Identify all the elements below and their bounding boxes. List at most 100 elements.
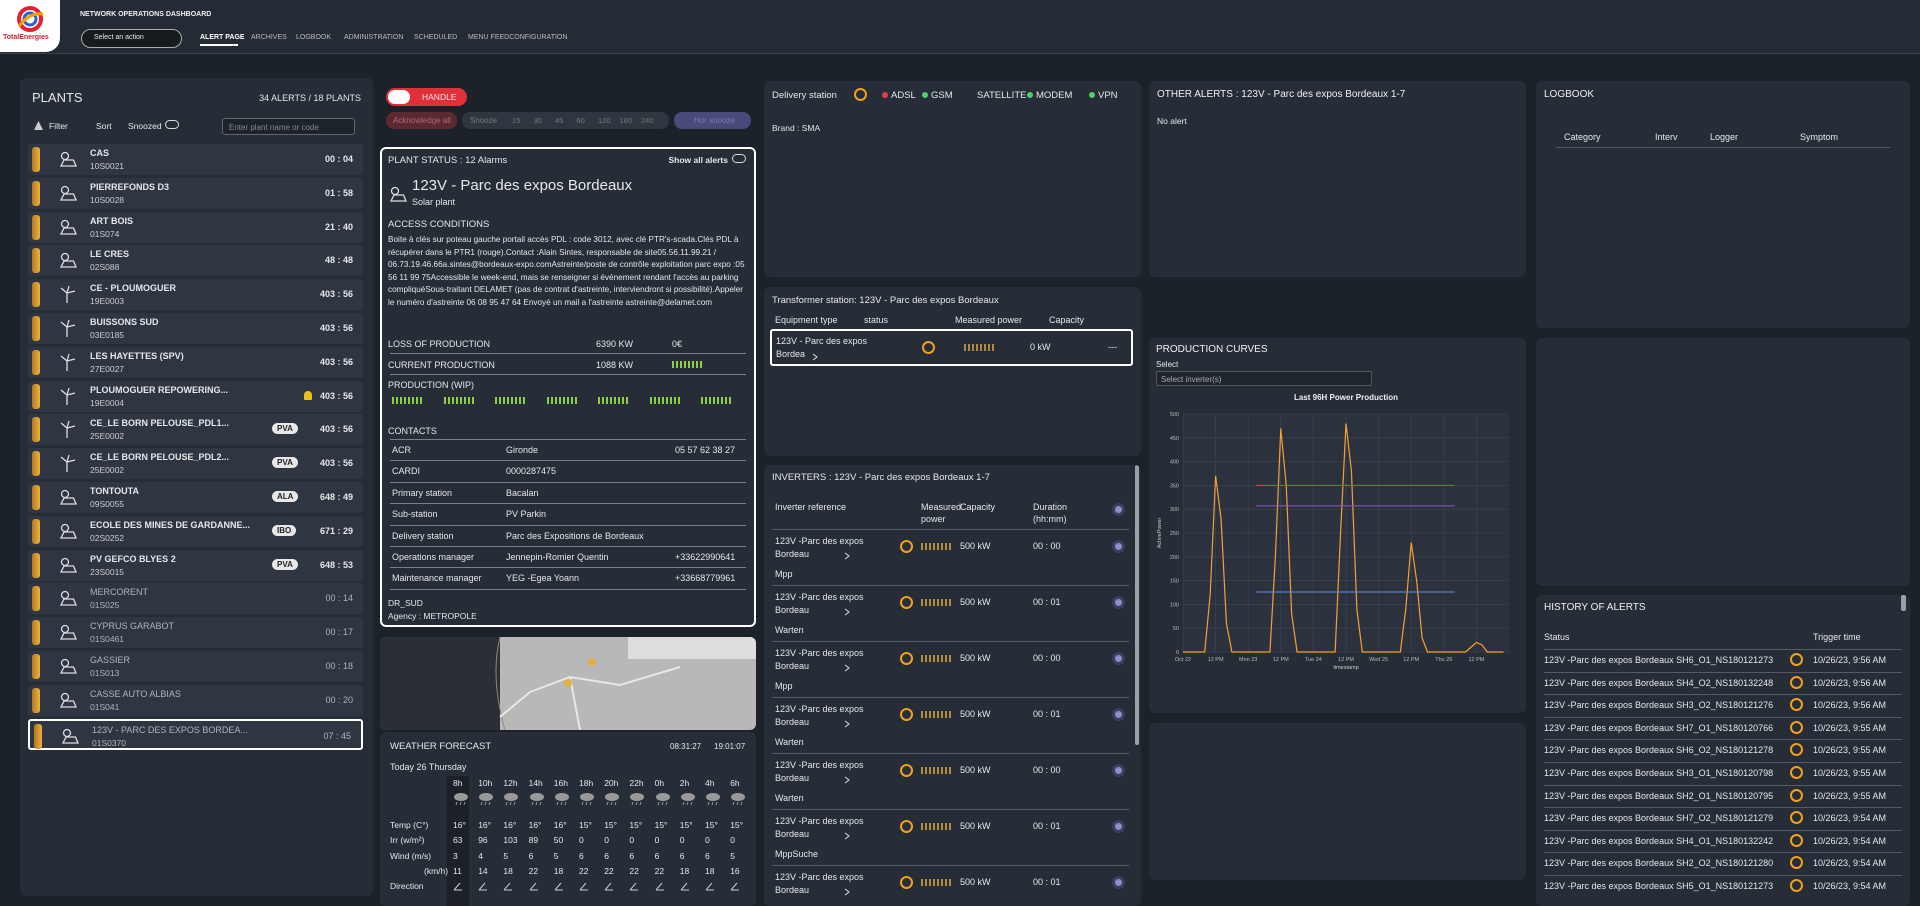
plant-row[interactable]: CE_LE BORN PELOUSE_PDL2... 25E0002 PVA 403 … xyxy=(28,448,363,480)
plant-row[interactable]: LE CRES 02S088 48 : 48 xyxy=(28,245,363,277)
plant-badge: PVA xyxy=(272,423,298,435)
plants-title: PLANTS xyxy=(32,90,83,105)
filter-button[interactable]: Filter xyxy=(49,121,68,131)
nav-item[interactable]: ALERT PAGE xyxy=(200,34,245,41)
wind-icon xyxy=(60,387,76,405)
search-box[interactable]: Enter plant name or code xyxy=(222,118,355,135)
plant-row[interactable]: CASSE AUTO ALBIAS 01S041 00 : 20 xyxy=(28,684,363,716)
production-gauge xyxy=(672,361,704,368)
arrow xyxy=(453,882,462,891)
plant-row[interactable]: CE_LE BORN PELOUSE_PDL1... 25E0002 PVA 403 … xyxy=(28,414,363,446)
plant-row[interactable]: TONTOUTA 09S0055 ALA 648 : 49 xyxy=(28,482,363,513)
power-gauge xyxy=(921,767,953,774)
snooze-option[interactable]: 240 xyxy=(641,116,654,125)
snooze-option[interactable]: 180 xyxy=(619,116,633,125)
forecast-hour: 0h xyxy=(654,778,665,788)
plant-row[interactable]: ECOLE DES MINES DE GARDANNE... 02S0252 IBO… xyxy=(28,515,363,547)
snooze-option[interactable]: 60 xyxy=(576,116,585,125)
plant-row[interactable]: BUISSONS SUD 03E0185 403 : 56 xyxy=(28,313,363,344)
inverter-action[interactable] xyxy=(1112,540,1125,553)
plant-code: 19E0003 xyxy=(90,296,125,307)
alert-duration: 48 : 48 xyxy=(324,255,353,266)
forecast-value: 15° xyxy=(629,820,643,830)
nav-item[interactable]: MENU FEEDCONFIGURATION xyxy=(468,34,568,41)
inverter-action[interactable] xyxy=(1112,876,1125,889)
plant-row[interactable]: GASSIER 01S013 00 : 18 xyxy=(28,651,363,682)
inverter-ref: 123V -Parc des expos Bordeau xyxy=(775,592,864,615)
snooze-option[interactable]: 45 xyxy=(555,116,564,125)
weather-icon xyxy=(629,792,645,809)
plant-row[interactable]: LES HAYETTES (SPV) 27E0027 403 : 56 xyxy=(28,346,363,378)
transformer-row[interactable]: 123V - Parc des expos Bordea 0 kW --- xyxy=(770,329,1133,366)
plant-row[interactable]: ART BOIS 01S074 21 : 40 xyxy=(28,211,363,243)
arrow xyxy=(579,882,588,891)
snooze-option[interactable]: 120 xyxy=(598,116,611,125)
wind-direction xyxy=(604,882,614,894)
plant-row[interactable]: PIERREFONDS D3 10S0028 01 : 58 xyxy=(28,177,363,209)
show-all-toggle[interactable] xyxy=(732,154,746,163)
inverter-action[interactable] xyxy=(1112,820,1125,833)
day: Today 26 Thursday xyxy=(390,762,467,772)
forecast-value: 3 xyxy=(453,850,458,861)
plant-row[interactable]: CAS 10S0021 00 : 04 xyxy=(28,144,363,175)
separator xyxy=(772,585,1129,586)
chevron xyxy=(844,888,850,899)
snooze-option[interactable]: 15 xyxy=(512,116,521,125)
plant-row[interactable]: PLOUMOGUER REPOWERING... 19E0004 403 : 56 xyxy=(28,380,363,412)
duration: 00 : 00 xyxy=(1033,765,1061,775)
contact-cell: YEG -Egea Yoann xyxy=(506,573,580,584)
inverter-action[interactable] xyxy=(1112,652,1125,665)
scope-button[interactable]: Hor snooze xyxy=(674,112,751,129)
power-gauge xyxy=(964,344,996,351)
plant-name: ART BOIS xyxy=(90,215,134,226)
y-tick-label: 300 xyxy=(1170,507,1179,513)
separator xyxy=(1544,671,1902,673)
alert-duration: 00 : 17 xyxy=(325,627,353,638)
wip-gauge xyxy=(546,397,579,404)
plant-row[interactable]: CE - PLOUMOGUER 19E0003 403 : 56 xyxy=(28,279,363,311)
weather-icon xyxy=(503,792,519,809)
status-circle xyxy=(1790,856,1803,870)
chevron xyxy=(812,353,818,364)
nav-item[interactable]: LOGBOOK xyxy=(296,34,332,41)
logo-text: TotalEnergies xyxy=(3,34,49,41)
status-circle xyxy=(1790,879,1803,892)
plant-name: LE CRES xyxy=(90,249,130,260)
plant-name: TONTOUTA xyxy=(90,486,139,496)
inverter-ref: 123V -Parc des expos Bordeau xyxy=(775,648,864,671)
transformer-title: Transformer station: 123V - Parc des exp… xyxy=(772,295,999,306)
plant-row[interactable]: PV GEFCO BLYES 2 23S0015 PVA 648 : 53 xyxy=(28,549,363,581)
sort-button[interactable]: Sort xyxy=(96,121,112,131)
plant-icon xyxy=(58,319,78,340)
weather-icon xyxy=(730,792,746,809)
wip-gauge xyxy=(495,397,527,404)
map-drawing xyxy=(380,637,756,730)
handle-button[interactable]: HANDLE xyxy=(386,88,467,106)
status-circle xyxy=(922,341,935,354)
nav-item[interactable]: ARCHIVES xyxy=(251,34,287,41)
wip-gauge xyxy=(701,397,733,404)
column-header: Trigger time xyxy=(1813,632,1861,642)
delivery-title: Delivery station xyxy=(772,90,837,101)
inverter-action[interactable] xyxy=(1112,708,1125,721)
nav-item[interactable]: SCHEDULED xyxy=(414,34,458,41)
inverter-action[interactable] xyxy=(1112,596,1125,609)
contact-cell: 0000287475 xyxy=(506,466,557,477)
nav-item[interactable]: ADMINISTRATION xyxy=(344,34,404,41)
snoozed-toggle[interactable] xyxy=(165,120,179,129)
show-all-alerts[interactable]: Show all alerts xyxy=(668,155,728,165)
snooze-option[interactable]: 30 xyxy=(533,116,542,125)
forecast-value: 5 xyxy=(730,850,735,861)
plant-row[interactable]: 123V - PARC DES EXPOS BORDEA... 01S0370 07… xyxy=(28,718,363,750)
forecast-value: 6 xyxy=(528,850,534,861)
action-select[interactable]: Select an action xyxy=(81,29,182,48)
plant-row[interactable]: CYPRUS GARABOT 01S0461 00 : 17 xyxy=(28,617,363,649)
inverter-action[interactable] xyxy=(1112,764,1125,777)
inverter-select[interactable]: Select inverter(s) xyxy=(1156,371,1372,386)
alert-duration: 403 : 56 xyxy=(319,356,353,367)
solar-icon xyxy=(59,489,77,505)
plant-row[interactable]: MERCORENT 01S025 00 : 14 xyxy=(28,583,363,615)
scrollbar xyxy=(1135,465,1139,745)
acknowledge-button[interactable]: Acknowledge all xyxy=(386,112,457,129)
rain-cloud xyxy=(554,793,569,806)
